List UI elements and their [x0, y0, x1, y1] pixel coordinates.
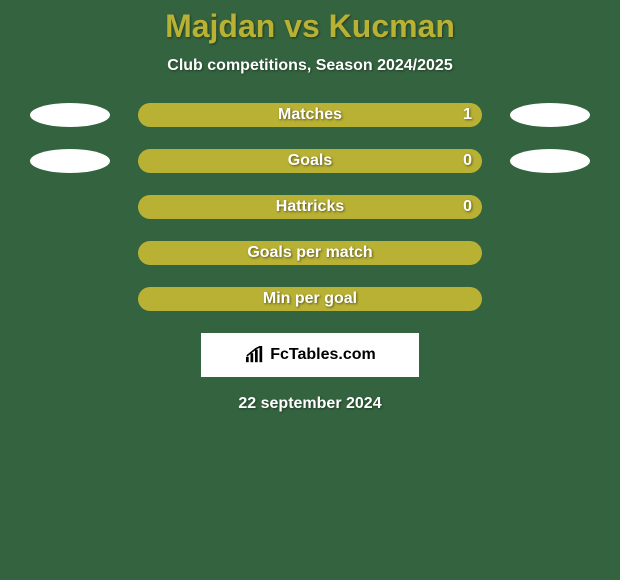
bar-label: Goals — [288, 152, 332, 170]
left-disc — [30, 149, 110, 173]
right-disc — [510, 103, 590, 127]
bar-value: 1 — [463, 106, 472, 124]
bar-label: Goals per match — [247, 244, 372, 262]
left-spacer — [30, 195, 110, 219]
bar: Hattricks 0 — [138, 195, 482, 219]
bar-value: 0 — [463, 198, 472, 216]
bars-region: Matches 1 Goals 0 Hattricks 0 Goals per match M… — [0, 103, 620, 311]
right-spacer — [510, 195, 590, 219]
left-spacer — [30, 241, 110, 265]
left-spacer — [30, 287, 110, 311]
subtitle: Club competitions, Season 2024/2025 — [0, 57, 620, 75]
bar-label: Min per goal — [263, 290, 357, 308]
right-spacer — [510, 287, 590, 311]
logo-text: FcTables.com — [270, 346, 376, 364]
stat-row: Hattricks 0 — [0, 195, 620, 219]
stat-row: Goals 0 — [0, 149, 620, 173]
right-spacer — [510, 241, 590, 265]
bar: Goals per match — [138, 241, 482, 265]
stat-row: Goals per match — [0, 241, 620, 265]
stat-row: Min per goal — [0, 287, 620, 311]
container: Majdan vs Kucman Club competitions, Seas… — [0, 0, 620, 580]
stat-row: Matches 1 — [0, 103, 620, 127]
page-title: Majdan vs Kucman — [0, 8, 620, 45]
logo-wrap: FcTables.com — [0, 333, 620, 377]
bar-value: 0 — [463, 152, 472, 170]
bar: Goals 0 — [138, 149, 482, 173]
right-disc — [510, 149, 590, 173]
left-disc — [30, 103, 110, 127]
logo-box: FcTables.com — [201, 333, 419, 377]
bar: Matches 1 — [138, 103, 482, 127]
chart-icon — [244, 346, 266, 364]
bar-label: Matches — [278, 106, 342, 124]
bar-label: Hattricks — [276, 198, 344, 216]
bar: Min per goal — [138, 287, 482, 311]
date-text: 22 september 2024 — [0, 395, 620, 413]
